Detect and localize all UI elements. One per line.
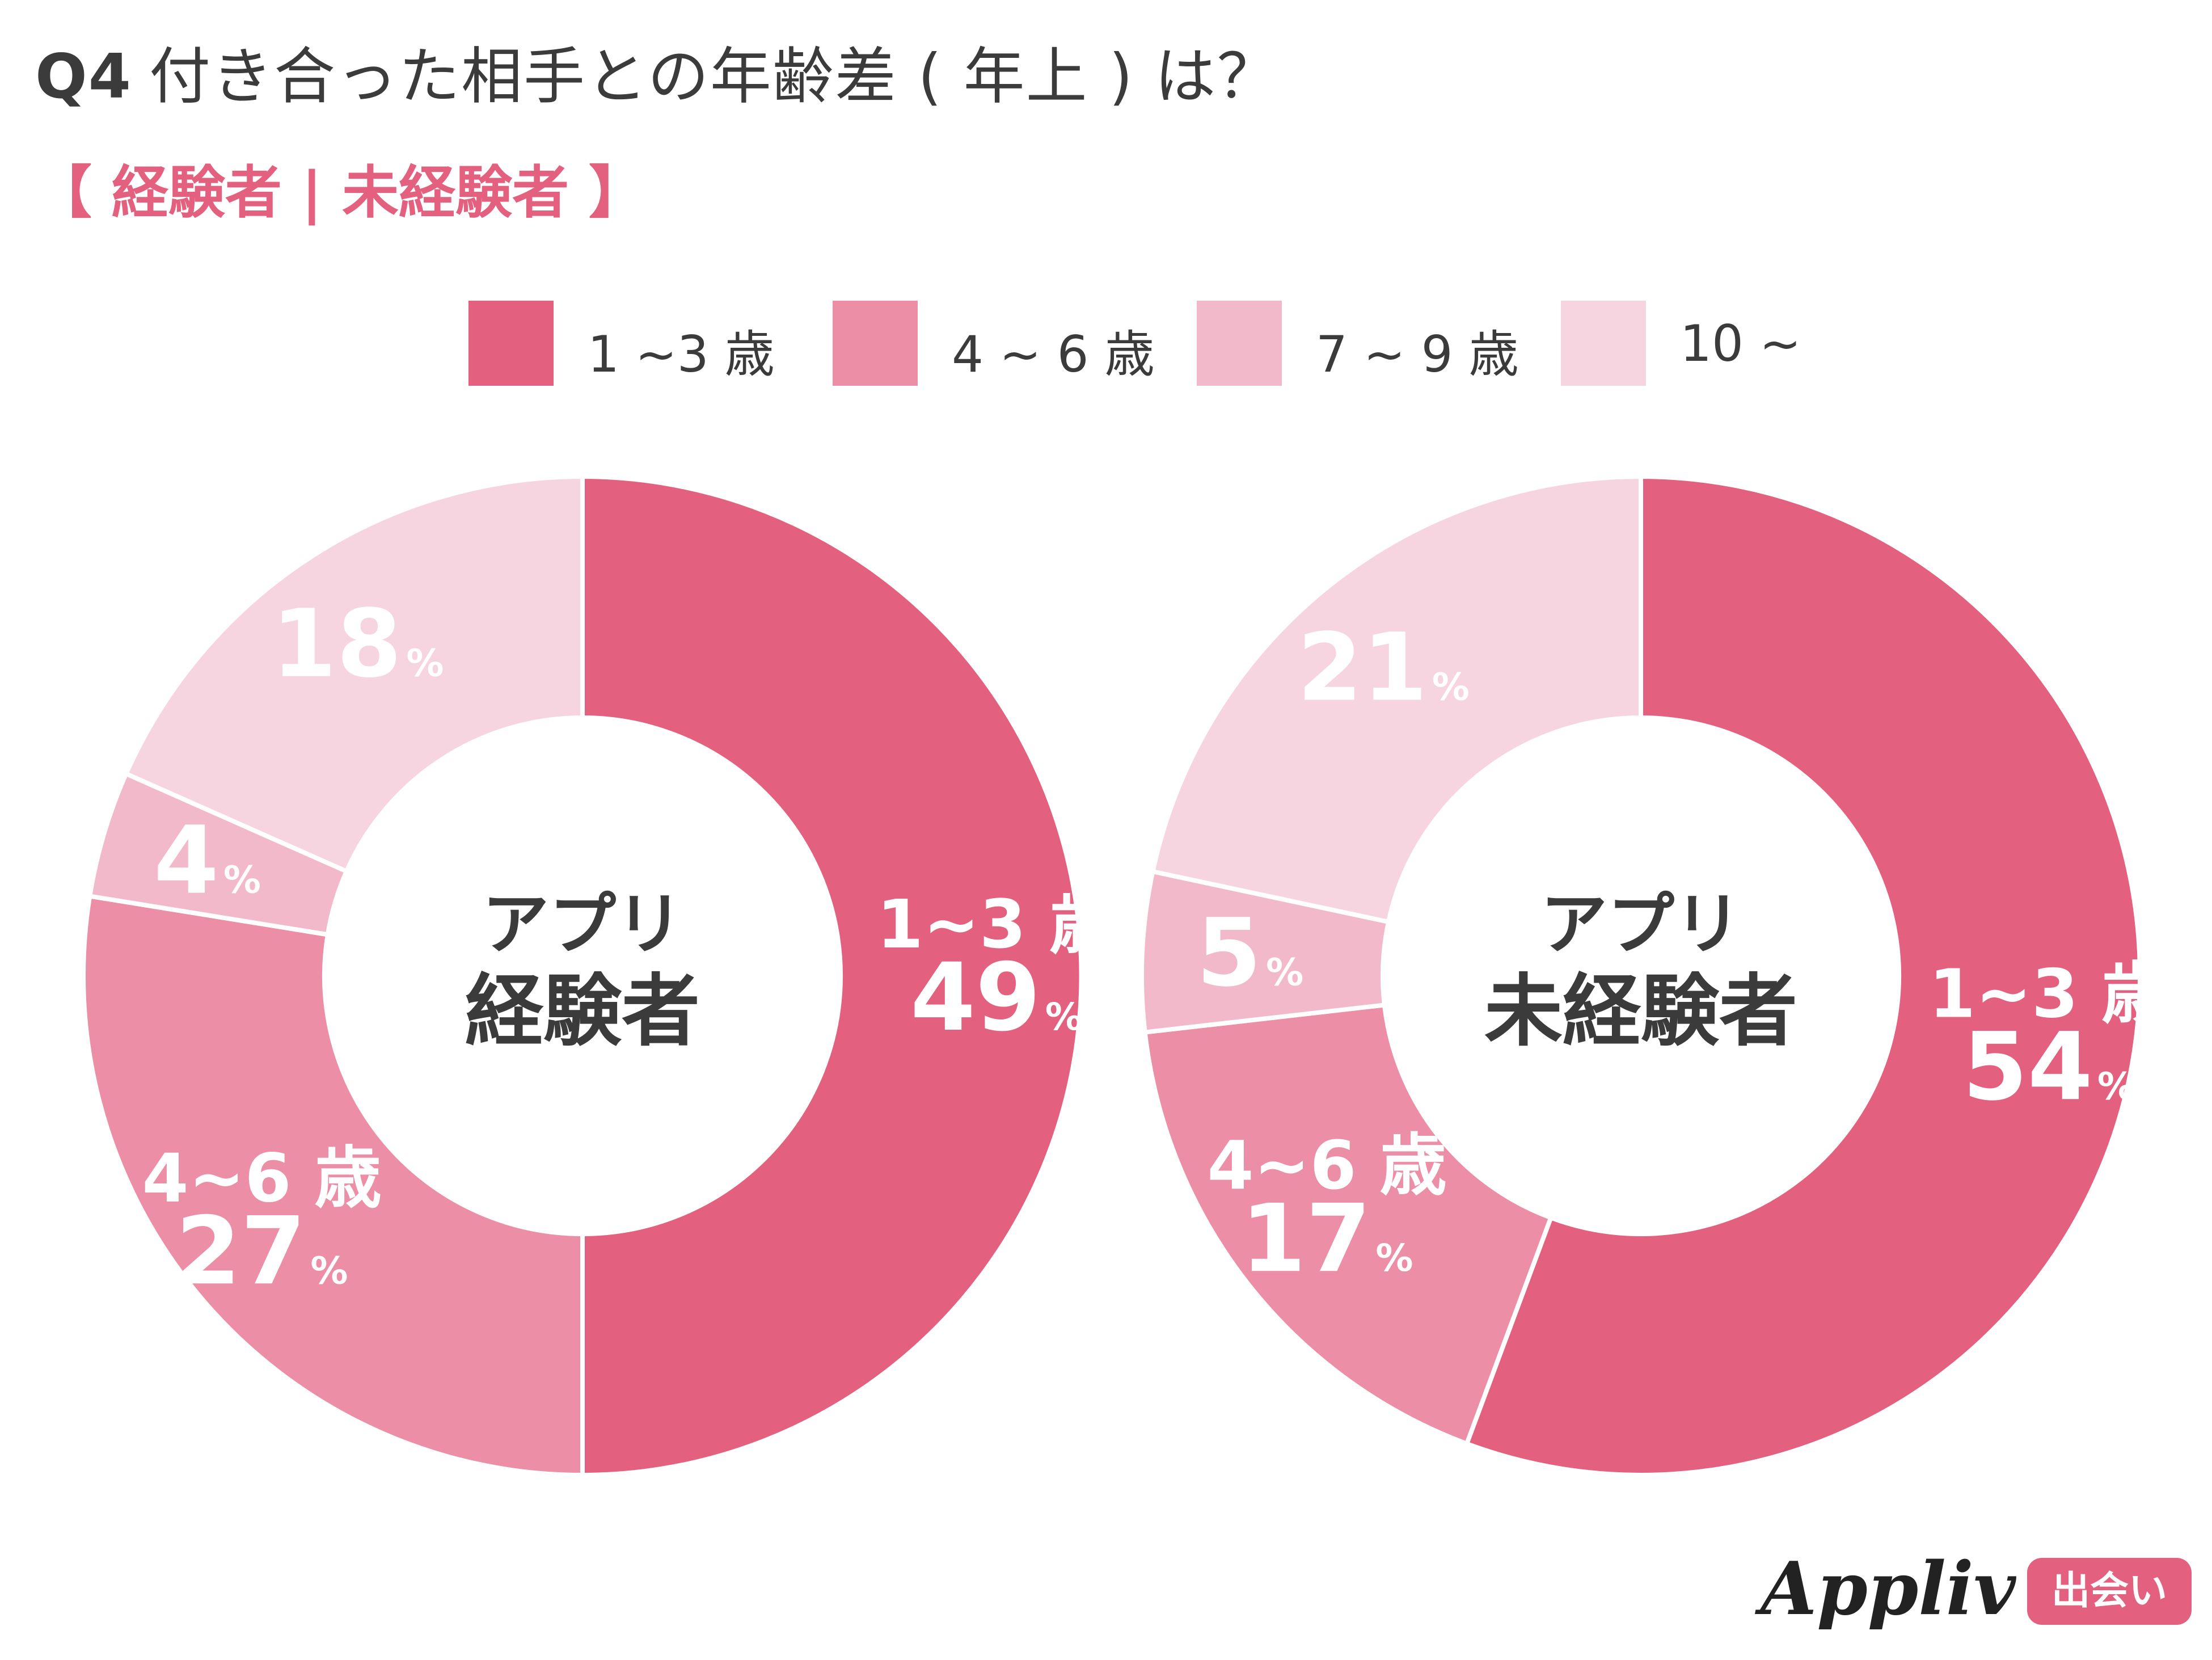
brand-logo: Appliv 出会い — [1761, 1542, 2192, 1638]
brand-badge: 出会い — [2027, 1558, 2192, 1625]
legend-swatch — [1561, 301, 1646, 386]
brand-name: Appliv — [1761, 1547, 2016, 1632]
donut-slice — [1463, 474, 2143, 1477]
legend-label: 4 ~ 6 歳 — [952, 325, 1155, 384]
slice-category-label: 1~3 歳 — [877, 885, 1116, 963]
chart-subtitle: 【 経験者 | 未経験者 】 — [35, 159, 645, 226]
question-number: Q4 — [35, 41, 132, 112]
slice-category-label: 4~6 歳 — [142, 1139, 382, 1217]
donut-slice — [1142, 1002, 1554, 1447]
slice-category-label: 4~6 歳 — [1207, 1126, 1446, 1204]
slice-category-label: 1~3 歳 — [1929, 954, 2168, 1033]
center-label-top: アプリ — [482, 885, 683, 963]
legend: 1 ~3 歳 4 ~ 6 歳 7 ~ 9 歳 10 ~ — [0, 301, 2212, 391]
donut-slice — [580, 474, 1084, 1478]
legend-label: 7 ~ 9 歳 — [1316, 325, 1519, 384]
legend-swatch — [1197, 301, 1282, 386]
donut-slice — [123, 474, 585, 875]
legend-swatch — [468, 301, 554, 386]
legend-label: 10 ~ — [1680, 314, 1801, 373]
legend-label: 1 ~3 歳 — [588, 325, 775, 384]
donut-slice — [1150, 474, 1643, 925]
chart-title: Q4 付き合った相手との年齢差 ( 年上 ) は？ — [35, 27, 1279, 116]
center-label-bottom: 未経験者 — [1484, 966, 1797, 1057]
donut-slice — [81, 893, 585, 1478]
center-label-top: アプリ — [1540, 885, 1741, 963]
legend-swatch — [833, 301, 918, 386]
center-label-bottom: 経験者 — [465, 966, 700, 1057]
question-text: 付き合った相手との年齢差 ( 年上 ) は？ — [149, 41, 1280, 112]
